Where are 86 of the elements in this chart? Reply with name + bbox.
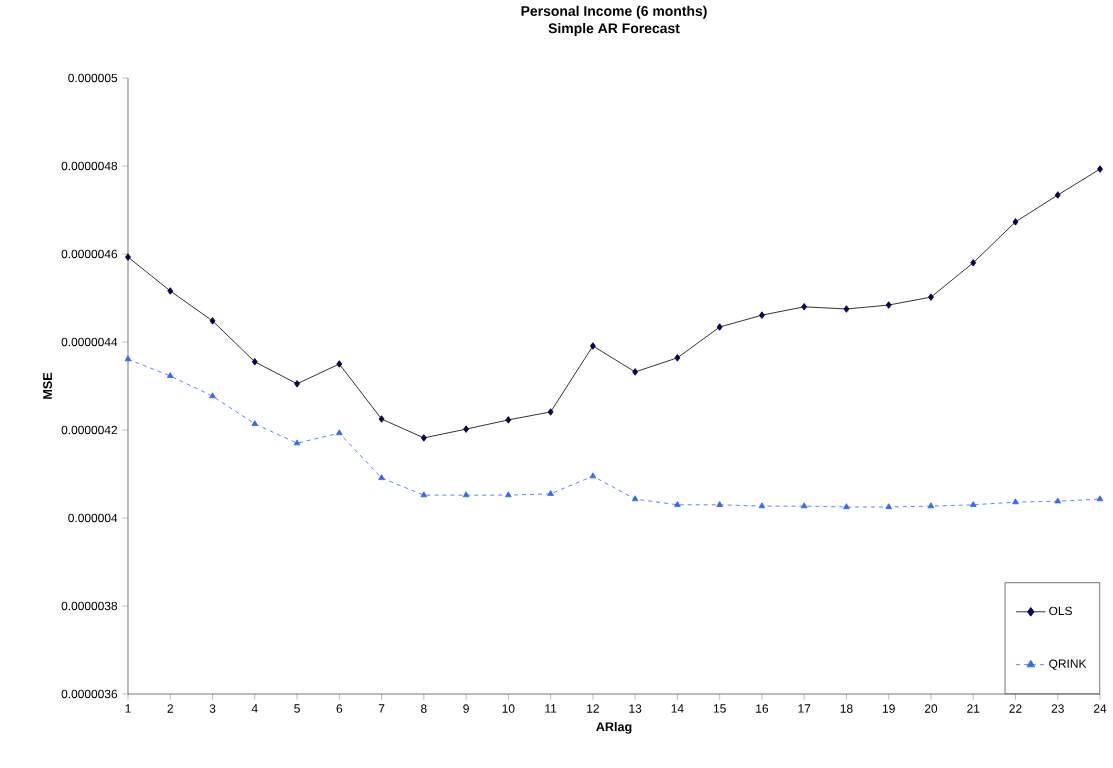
point	[125, 253, 131, 261]
point	[632, 368, 639, 376]
point	[420, 434, 427, 442]
y-tick-label: 0.000005	[68, 73, 118, 83]
x-tick-label: 15	[713, 704, 726, 713]
point	[293, 439, 301, 446]
point	[843, 503, 850, 510]
point	[758, 502, 766, 509]
point	[463, 425, 469, 433]
point	[209, 317, 216, 325]
point	[800, 502, 808, 509]
point	[462, 491, 470, 498]
y-tick-label: 0.000004	[68, 513, 118, 523]
x-tick-label: 11	[545, 704, 557, 713]
point	[251, 420, 259, 426]
x-tick-label: 17	[798, 704, 811, 713]
point	[716, 501, 723, 507]
point	[124, 355, 132, 362]
point	[759, 311, 765, 319]
legend-label: OLS	[1049, 606, 1072, 616]
x-tick-label: 10	[502, 704, 515, 713]
y-tick-label: 0.0000044	[61, 337, 118, 347]
point	[336, 429, 343, 436]
point	[927, 502, 935, 509]
x-tick-label: 24	[1093, 704, 1107, 713]
y-tick-label: 0.0000048	[61, 161, 118, 171]
x-tick-label: 16	[756, 704, 769, 713]
y-tick-label: 0.0000046	[61, 249, 118, 259]
point	[885, 301, 892, 309]
x-tick-label: 19	[882, 704, 895, 713]
point	[505, 491, 512, 498]
point	[885, 503, 892, 510]
point	[716, 323, 723, 331]
x-tick-label: 3	[209, 704, 216, 713]
point	[547, 490, 554, 496]
point	[1012, 498, 1019, 505]
x-tick-label: 21	[967, 704, 980, 713]
point	[674, 354, 681, 362]
x-tick-label: 20	[924, 704, 938, 713]
point	[589, 342, 596, 350]
point	[674, 501, 681, 507]
x-tick-label: 9	[463, 704, 469, 713]
x-tick-label: 2	[167, 704, 173, 713]
point	[631, 495, 639, 502]
point	[969, 501, 977, 507]
x-tick-label: 1	[125, 704, 131, 713]
point	[294, 380, 300, 388]
x-axis-title: ARlag	[596, 721, 632, 734]
point	[1054, 191, 1061, 199]
point	[378, 415, 385, 423]
y-tick-label: 0.0000036	[61, 689, 118, 699]
y-tick-label: 0.0000042	[61, 425, 118, 435]
point	[547, 408, 554, 416]
point	[1096, 495, 1104, 502]
x-tick-label: 6	[336, 704, 343, 713]
point	[251, 358, 258, 366]
x-tick-label: 14	[671, 704, 684, 713]
y-axis-title: MSE	[43, 372, 53, 399]
chart-subtitle: Simple AR Forecast	[548, 23, 680, 36]
point	[1054, 497, 1062, 504]
point	[801, 303, 808, 311]
point	[378, 474, 385, 481]
legend-label: QRINK	[1049, 659, 1087, 671]
x-tick-label: 5	[294, 704, 300, 713]
point	[970, 259, 977, 267]
point	[928, 293, 934, 301]
x-tick-label: 4	[251, 704, 258, 713]
point	[209, 392, 216, 399]
point	[420, 491, 428, 498]
chart-title: Personal Income (6 months)	[521, 5, 707, 19]
x-tick-label: 22	[1009, 704, 1022, 713]
point	[843, 305, 850, 313]
x-tick-label: 12	[587, 704, 599, 713]
point	[1012, 218, 1019, 226]
point	[1097, 165, 1103, 173]
x-tick-label: 18	[840, 704, 853, 713]
y-tick-label: 0.0000038	[61, 601, 118, 611]
point	[167, 287, 174, 295]
point	[589, 472, 597, 479]
x-tick-label: 23	[1051, 704, 1064, 713]
x-tick-label: 13	[629, 704, 642, 713]
x-tick-label: 7	[378, 704, 385, 713]
point	[505, 416, 512, 424]
x-tick-label: 8	[421, 704, 427, 713]
point	[166, 372, 174, 378]
point	[336, 360, 343, 368]
